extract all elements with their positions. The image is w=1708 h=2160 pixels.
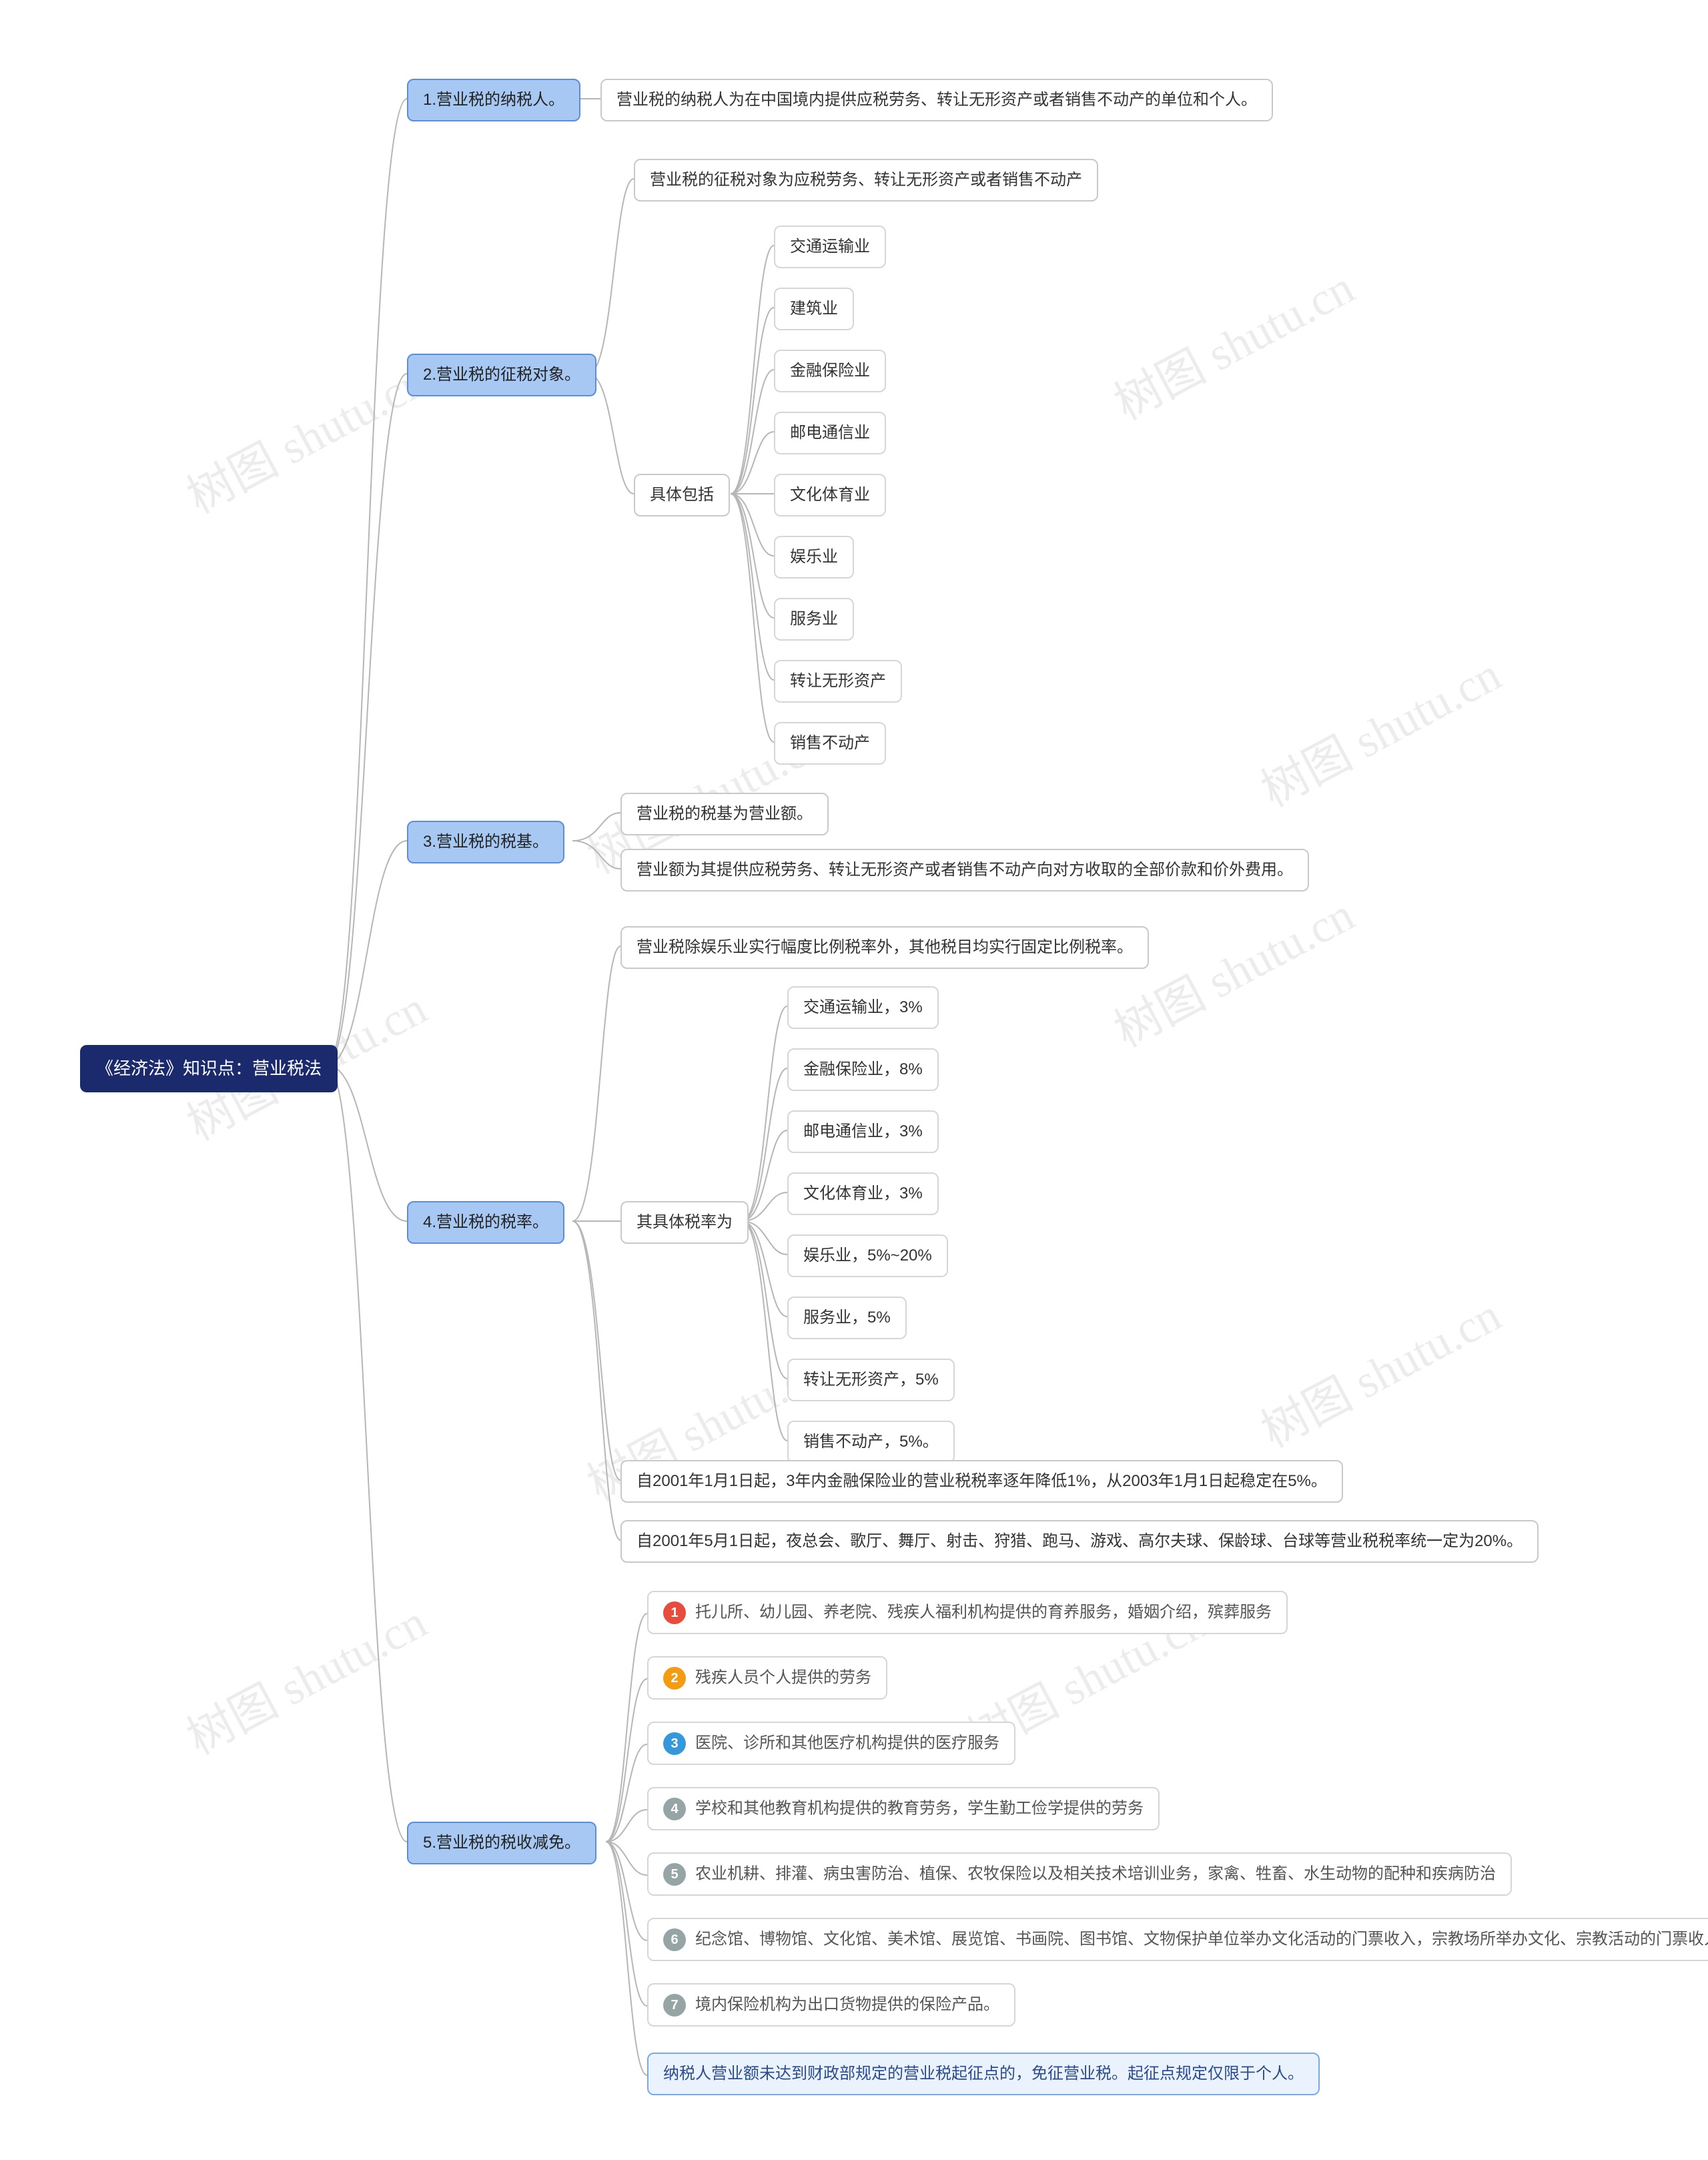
branch-5: 5.营业税的税收减免。 — [407, 1822, 596, 1864]
b5-item-4-text: 学校和其他教育机构提供的教育劳务，学生勤工俭学提供的劳务 — [695, 1800, 1144, 1818]
b5-item-4: 4 学校和其他教育机构提供的教育劳务，学生勤工俭学提供的劳务 — [647, 1787, 1160, 1830]
branch-2: 2.营业税的征税对象。 — [407, 354, 596, 396]
badge-2: 2 — [663, 1667, 686, 1690]
branch-2-child-1: 具体包括 — [634, 474, 730, 516]
b5-item-3-text: 医院、诊所和其他医疗机构提供的医疗服务 — [695, 1734, 999, 1752]
branch-1-child-0: 营业税的纳税人为在中国境内提供应税劳务、转让无形资产或者销售不动产的单位和个人。 — [600, 79, 1273, 121]
b4-rate-6: 转让无形资产，5% — [787, 1359, 955, 1401]
watermark: 树图 shutu.cn — [173, 344, 436, 527]
branch-3-child-1: 营业额为其提供应税劳务、转让无形资产或者销售不动产向对方收取的全部价款和价外费用… — [620, 849, 1309, 891]
branch-4-child-3: 自2001年5月1日起，夜总会、歌厅、舞厅、射击、狩猎、跑马、游戏、高尔夫球、保… — [620, 1520, 1539, 1563]
b5-item-1: 1 托儿所、幼儿园、养老院、残疾人福利机构提供的育养服务，婚姻介绍，殡葬服务 — [647, 1591, 1288, 1634]
b4-rate-0: 交通运输业，3% — [787, 986, 939, 1029]
branch-4-child-0: 营业税除娱乐业实行幅度比例税率外，其他税目均实行固定比例税率。 — [620, 926, 1149, 969]
watermark: 树图 shutu.cn — [1101, 251, 1364, 434]
b5-item-5-text: 农业机耕、排灌、病虫害防治、植保、农牧保险以及相关技术培训业务，家禽、牲畜、水生… — [695, 1865, 1496, 1883]
b5-item-7-text: 境内保险机构为出口货物提供的保险产品。 — [695, 1996, 999, 2014]
b2-sub-7: 转让无形资产 — [774, 660, 902, 703]
branch-2-child-0: 营业税的征税对象为应税劳务、转让无形资产或者销售不动产 — [634, 159, 1098, 202]
branch-4-child-1: 其具体税率为 — [620, 1201, 749, 1244]
b2-sub-5: 娱乐业 — [774, 536, 854, 579]
branch-4: 4.营业税的税率。 — [407, 1201, 564, 1244]
b4-rate-2: 邮电通信业，3% — [787, 1110, 939, 1153]
branch-1: 1.营业税的纳税人。 — [407, 79, 580, 121]
b2-sub-8: 销售不动产 — [774, 722, 886, 765]
b5-item-1-text: 托儿所、幼儿园、养老院、残疾人福利机构提供的育养服务，婚姻介绍，殡葬服务 — [695, 1603, 1272, 1622]
root-node: 《经济法》知识点：营业税法 — [80, 1045, 338, 1092]
watermark: 树图 shutu.cn — [1248, 638, 1511, 821]
b5-item-7: 7 境内保险机构为出口货物提供的保险产品。 — [647, 1983, 1015, 2027]
b2-sub-0: 交通运输业 — [774, 226, 886, 268]
branch-3-child-0: 营业税的税基为营业额。 — [620, 793, 829, 835]
badge-4: 4 — [663, 1798, 686, 1820]
b4-rate-7: 销售不动产，5%。 — [787, 1421, 955, 1463]
b5-item-6-text: 纪念馆、博物馆、文化馆、美术馆、展览馆、书画院、图书馆、文物保护单位举办文化活动… — [695, 1930, 1708, 1948]
watermark: 树图 shutu.cn — [173, 1585, 436, 1768]
b5-item-3: 3 医院、诊所和其他医疗机构提供的医疗服务 — [647, 1722, 1015, 1765]
watermark: 树图 shutu.cn — [1248, 1279, 1511, 1461]
b2-sub-6: 服务业 — [774, 598, 854, 641]
b5-item-2: 2 残疾人员个人提供的劳务 — [647, 1656, 887, 1700]
b5-highlight: 纳税人营业额未达到财政部规定的营业税起征点的，免征营业税。起征点规定仅限于个人。 — [647, 2053, 1320, 2095]
badge-5: 5 — [663, 1863, 686, 1886]
badge-6: 6 — [663, 1928, 686, 1951]
b4-rate-1: 金融保险业，8% — [787, 1048, 939, 1091]
badge-7: 7 — [663, 1994, 686, 2017]
b5-item-6: 6 纪念馆、博物馆、文化馆、美术馆、展览馆、书画院、图书馆、文物保护单位举办文化活… — [647, 1918, 1708, 1961]
b2-sub-4: 文化体育业 — [774, 474, 886, 516]
b4-rate-5: 服务业，5% — [787, 1297, 907, 1339]
b2-sub-2: 金融保险业 — [774, 350, 886, 392]
b5-item-2-text: 残疾人员个人提供的劳务 — [695, 1669, 871, 1687]
watermark: 树图 shutu.cn — [1101, 878, 1364, 1061]
badge-1: 1 — [663, 1601, 686, 1624]
b4-rate-3: 文化体育业，3% — [787, 1172, 939, 1215]
branch-3: 3.营业税的税基。 — [407, 821, 564, 863]
b2-sub-3: 邮电通信业 — [774, 412, 886, 454]
badge-3: 3 — [663, 1732, 686, 1755]
b5-item-5: 5 农业机耕、排灌、病虫害防治、植保、农牧保险以及相关技术培训业务，家禽、牲畜、水… — [647, 1852, 1512, 1896]
b4-rate-4: 娱乐业，5%~20% — [787, 1234, 948, 1277]
branch-4-child-2: 自2001年1月1日起，3年内金融保险业的营业税税率逐年降低1%，从2003年1… — [620, 1460, 1343, 1503]
b2-sub-1: 建筑业 — [774, 288, 854, 330]
